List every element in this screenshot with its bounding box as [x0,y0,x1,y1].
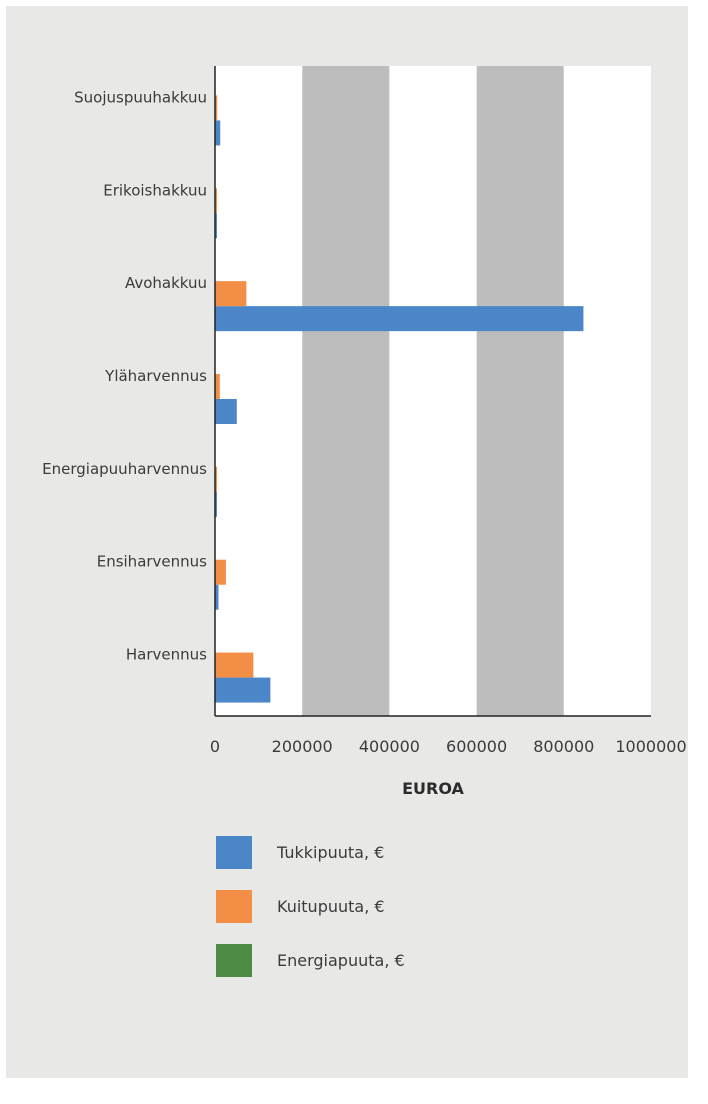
bar-avohakkuu-series-1 [215,281,247,307]
background-band-0 [215,66,303,716]
legend-label: Kuitupuuta, € [277,897,385,916]
bar-energiapuuharvennus-series-1 [215,466,217,492]
category-label: Harvennus [126,646,207,664]
category-label: Avohakkuu [125,274,207,292]
x-tick-label: 800000 [533,737,594,756]
axes [214,66,651,717]
bars [215,95,584,703]
legend-label: Tukkipuuta, € [276,843,384,862]
bar-energiapuuharvennus-series-0 [215,491,217,517]
x-tick-label: 0 [210,737,220,756]
bar-harvennus-series-1 [215,652,254,678]
background-band-4 [563,66,651,716]
bar-yläharvennus-series-0 [215,399,237,424]
background-bands [215,66,651,716]
bar-suojuspuuhakkuu-series-0 [215,120,221,146]
category-label: Yläharvennus [104,367,207,385]
bar-ensiharvennus-series-1 [215,559,226,585]
legend-swatch [216,836,252,869]
bar-ensiharvennus-series-0 [215,584,219,610]
category-label: Suojuspuuhakkuu [74,88,207,106]
x-tick-label: 200000 [272,737,333,756]
bar-harvennus-series-0 [215,677,271,703]
x-tick-label: 1000000 [615,737,686,756]
background-band-3 [476,66,564,716]
background-band-2 [389,66,477,716]
bar-yläharvennus-series-1 [215,374,220,399]
legend: Tukkipuuta, € Kuitupuuta, € Energiapuuta, … [216,836,405,977]
bar-erikoishakkuu-series-0 [215,213,217,239]
background-band-1 [302,66,390,716]
bar-erikoishakkuu-series-1 [215,188,217,214]
x-axis-title: EUROA [402,779,464,798]
legend-swatch [216,944,252,977]
tick-labels: 0 200000 400000 600000 800000 1000000 [210,737,687,756]
bar-suojuspuuhakkuu-series-1 [215,95,218,121]
legend-label: Energiapuuta, € [277,951,405,970]
category-label: Ensiharvennus [97,553,207,571]
category-label: Erikoishakkuu [103,181,207,199]
category-labels: Harvennus Ensiharvennus Energiapuuharvennu… [42,88,207,663]
bar-avohakkuu-series-0 [215,306,584,332]
legend-swatch [216,890,252,923]
x-tick-label: 400000 [359,737,420,756]
category-label: Energiapuuharvennus [42,460,207,478]
x-tick-label: 600000 [446,737,507,756]
